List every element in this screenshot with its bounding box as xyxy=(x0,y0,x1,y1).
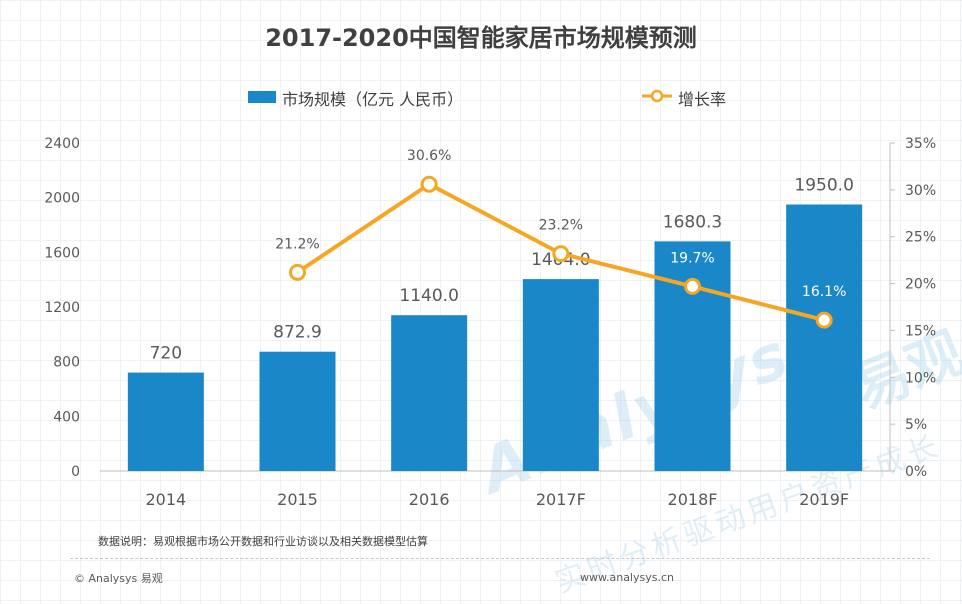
y-right-tick-label: 25% xyxy=(905,230,936,246)
growth-point xyxy=(552,245,570,263)
footer-divider xyxy=(70,558,930,559)
y-left-tick-label: 1600 xyxy=(44,245,80,261)
growth-value-label: 23.2% xyxy=(539,218,583,234)
bar-value-label: 720 xyxy=(150,344,182,364)
y-left-tick-label: 2400 xyxy=(44,136,80,152)
y-right-tick-label: 15% xyxy=(905,323,936,339)
bar xyxy=(127,372,204,471)
y-right-tick-label: 0% xyxy=(905,464,927,480)
legend-bar-swatch xyxy=(248,91,276,103)
legend-line-swatch xyxy=(642,89,672,103)
x-tick-label: 2019F xyxy=(799,490,849,509)
bar xyxy=(391,315,468,471)
growth-point xyxy=(420,175,438,193)
y-left-tick-label: 2000 xyxy=(44,191,80,207)
y-right-tick-label: 20% xyxy=(905,277,936,293)
y-right-tick-label: 35% xyxy=(905,136,936,152)
y-left-tick-label: 0 xyxy=(71,464,80,480)
y-left-tick-label: 800 xyxy=(53,355,80,371)
growth-point xyxy=(684,277,701,295)
bar-value-label: 1140.0 xyxy=(399,286,458,306)
bar xyxy=(654,241,731,471)
bar-value-label: 1950.0 xyxy=(794,176,853,196)
website-url: www.analysys.cn xyxy=(580,571,674,584)
x-tick-label: 2016 xyxy=(409,490,450,509)
y-left-tick-label: 400 xyxy=(53,409,80,425)
growth-value-label: 30.6% xyxy=(407,148,451,164)
growth-value-label: 21.2% xyxy=(275,236,319,252)
chart-legend: 市场规模（亿元 人民币） 增长率 xyxy=(0,84,962,109)
growth-point xyxy=(815,311,833,329)
data-note: 数据说明：易观根据市场公开数据和行业访谈以及相关数据模型估算 xyxy=(98,535,428,548)
legend-line-label: 增长率 xyxy=(678,90,727,109)
chart-title: 2017-2020中国智能家居市场规模预测 xyxy=(265,24,697,52)
y-right-tick-label: 5% xyxy=(905,417,927,433)
bar xyxy=(786,204,863,471)
x-tick-label: 2018F xyxy=(668,490,718,509)
copyright: © Analysys 易观 xyxy=(74,572,163,585)
y-left-tick-label: 1200 xyxy=(44,300,80,316)
x-tick-label: 2015 xyxy=(277,490,318,509)
legend-bar-label: 市场规模（亿元 人民币） xyxy=(282,90,464,109)
growth-value-label: 16.1% xyxy=(802,284,846,300)
bar-value-label: 872.9 xyxy=(273,323,322,343)
y-right-tick-label: 30% xyxy=(905,183,936,199)
bar xyxy=(522,279,599,471)
y-right-tick-label: 10% xyxy=(905,370,936,386)
bar-value-label: 1680.3 xyxy=(663,212,722,232)
x-tick-label: 2017F xyxy=(536,490,586,509)
growth-value-label: 19.7% xyxy=(670,250,714,266)
bar xyxy=(259,351,336,471)
growth-point xyxy=(289,263,306,281)
x-tick-label: 2014 xyxy=(145,490,186,509)
